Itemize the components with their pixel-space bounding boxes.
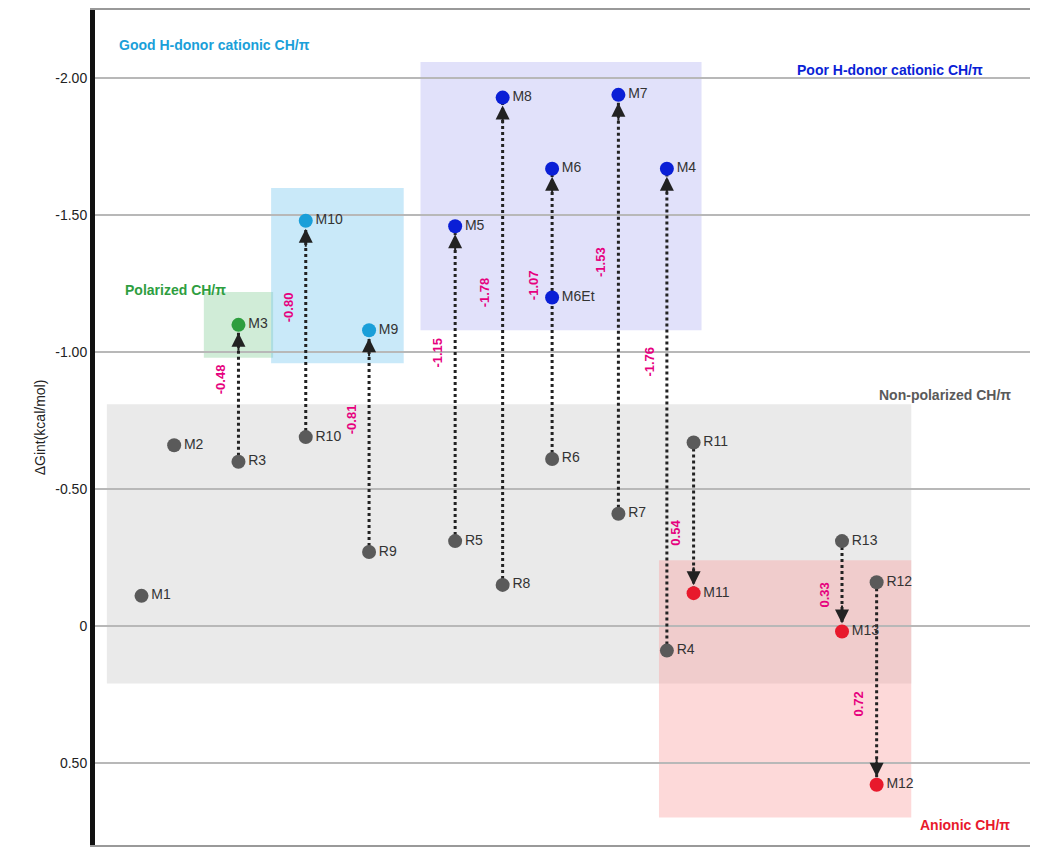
svg-text:0: 0 xyxy=(79,618,87,634)
svg-text:R3: R3 xyxy=(248,452,266,468)
svg-text:-0.81: -0.81 xyxy=(344,405,359,435)
svg-text:R4: R4 xyxy=(677,641,695,657)
svg-text:Poor H-donor cationic CH/π: Poor H-donor cationic CH/π xyxy=(797,62,983,78)
svg-text:M7: M7 xyxy=(628,85,648,101)
svg-text:-1.07: -1.07 xyxy=(526,271,541,301)
svg-text:M2: M2 xyxy=(184,436,204,452)
svg-text:M1: M1 xyxy=(151,586,171,602)
svg-text:0.72: 0.72 xyxy=(851,691,866,716)
svg-text:-2.00: -2.00 xyxy=(55,70,87,86)
svg-text:R10: R10 xyxy=(316,428,342,444)
svg-text:0.33: 0.33 xyxy=(817,582,832,607)
svg-text:M6: M6 xyxy=(562,159,582,175)
svg-text:M8: M8 xyxy=(512,88,532,104)
svg-text:M3: M3 xyxy=(248,315,268,331)
svg-text:-1.76: -1.76 xyxy=(642,347,657,377)
svg-text:-1.78: -1.78 xyxy=(477,278,492,308)
svg-text:M13: M13 xyxy=(852,622,879,638)
svg-text:Good H-donor cationic CH/π: Good H-donor cationic CH/π xyxy=(119,37,310,53)
svg-text:-0.50: -0.50 xyxy=(55,481,87,497)
svg-text:M6Et: M6Et xyxy=(562,288,595,304)
svg-text:R7: R7 xyxy=(628,504,646,520)
svg-text:M5: M5 xyxy=(465,217,485,233)
svg-text:R12: R12 xyxy=(886,573,912,589)
svg-text:-1.50: -1.50 xyxy=(55,207,87,223)
svg-text:M9: M9 xyxy=(379,321,399,337)
svg-text:-0.48: -0.48 xyxy=(213,365,228,395)
svg-text:-1.00: -1.00 xyxy=(55,344,87,360)
svg-text:-1.15: -1.15 xyxy=(430,338,445,368)
svg-text:R5: R5 xyxy=(465,532,483,548)
svg-text:0.54: 0.54 xyxy=(668,520,683,546)
svg-text:M11: M11 xyxy=(703,584,729,600)
svg-text:R8: R8 xyxy=(512,575,530,591)
svg-text:M4: M4 xyxy=(677,159,697,175)
svg-text:R6: R6 xyxy=(562,449,580,465)
svg-text:Polarized CH/π: Polarized CH/π xyxy=(125,282,226,298)
svg-text:ΔGint(kcal/mol): ΔGint(kcal/mol) xyxy=(32,380,48,476)
svg-text:M12: M12 xyxy=(886,775,913,791)
svg-text:Anionic CH/π: Anionic CH/π xyxy=(920,817,1010,833)
svg-text:Non-polarized CH/π: Non-polarized CH/π xyxy=(879,387,1011,403)
svg-text:M10: M10 xyxy=(316,211,343,227)
svg-text:R11: R11 xyxy=(703,433,728,449)
svg-text:R13: R13 xyxy=(852,532,878,548)
svg-text:-0.80: -0.80 xyxy=(281,293,296,323)
svg-text:-1.53: -1.53 xyxy=(593,247,608,277)
svg-text:R9: R9 xyxy=(379,543,397,559)
svg-text:0.50: 0.50 xyxy=(60,755,87,771)
